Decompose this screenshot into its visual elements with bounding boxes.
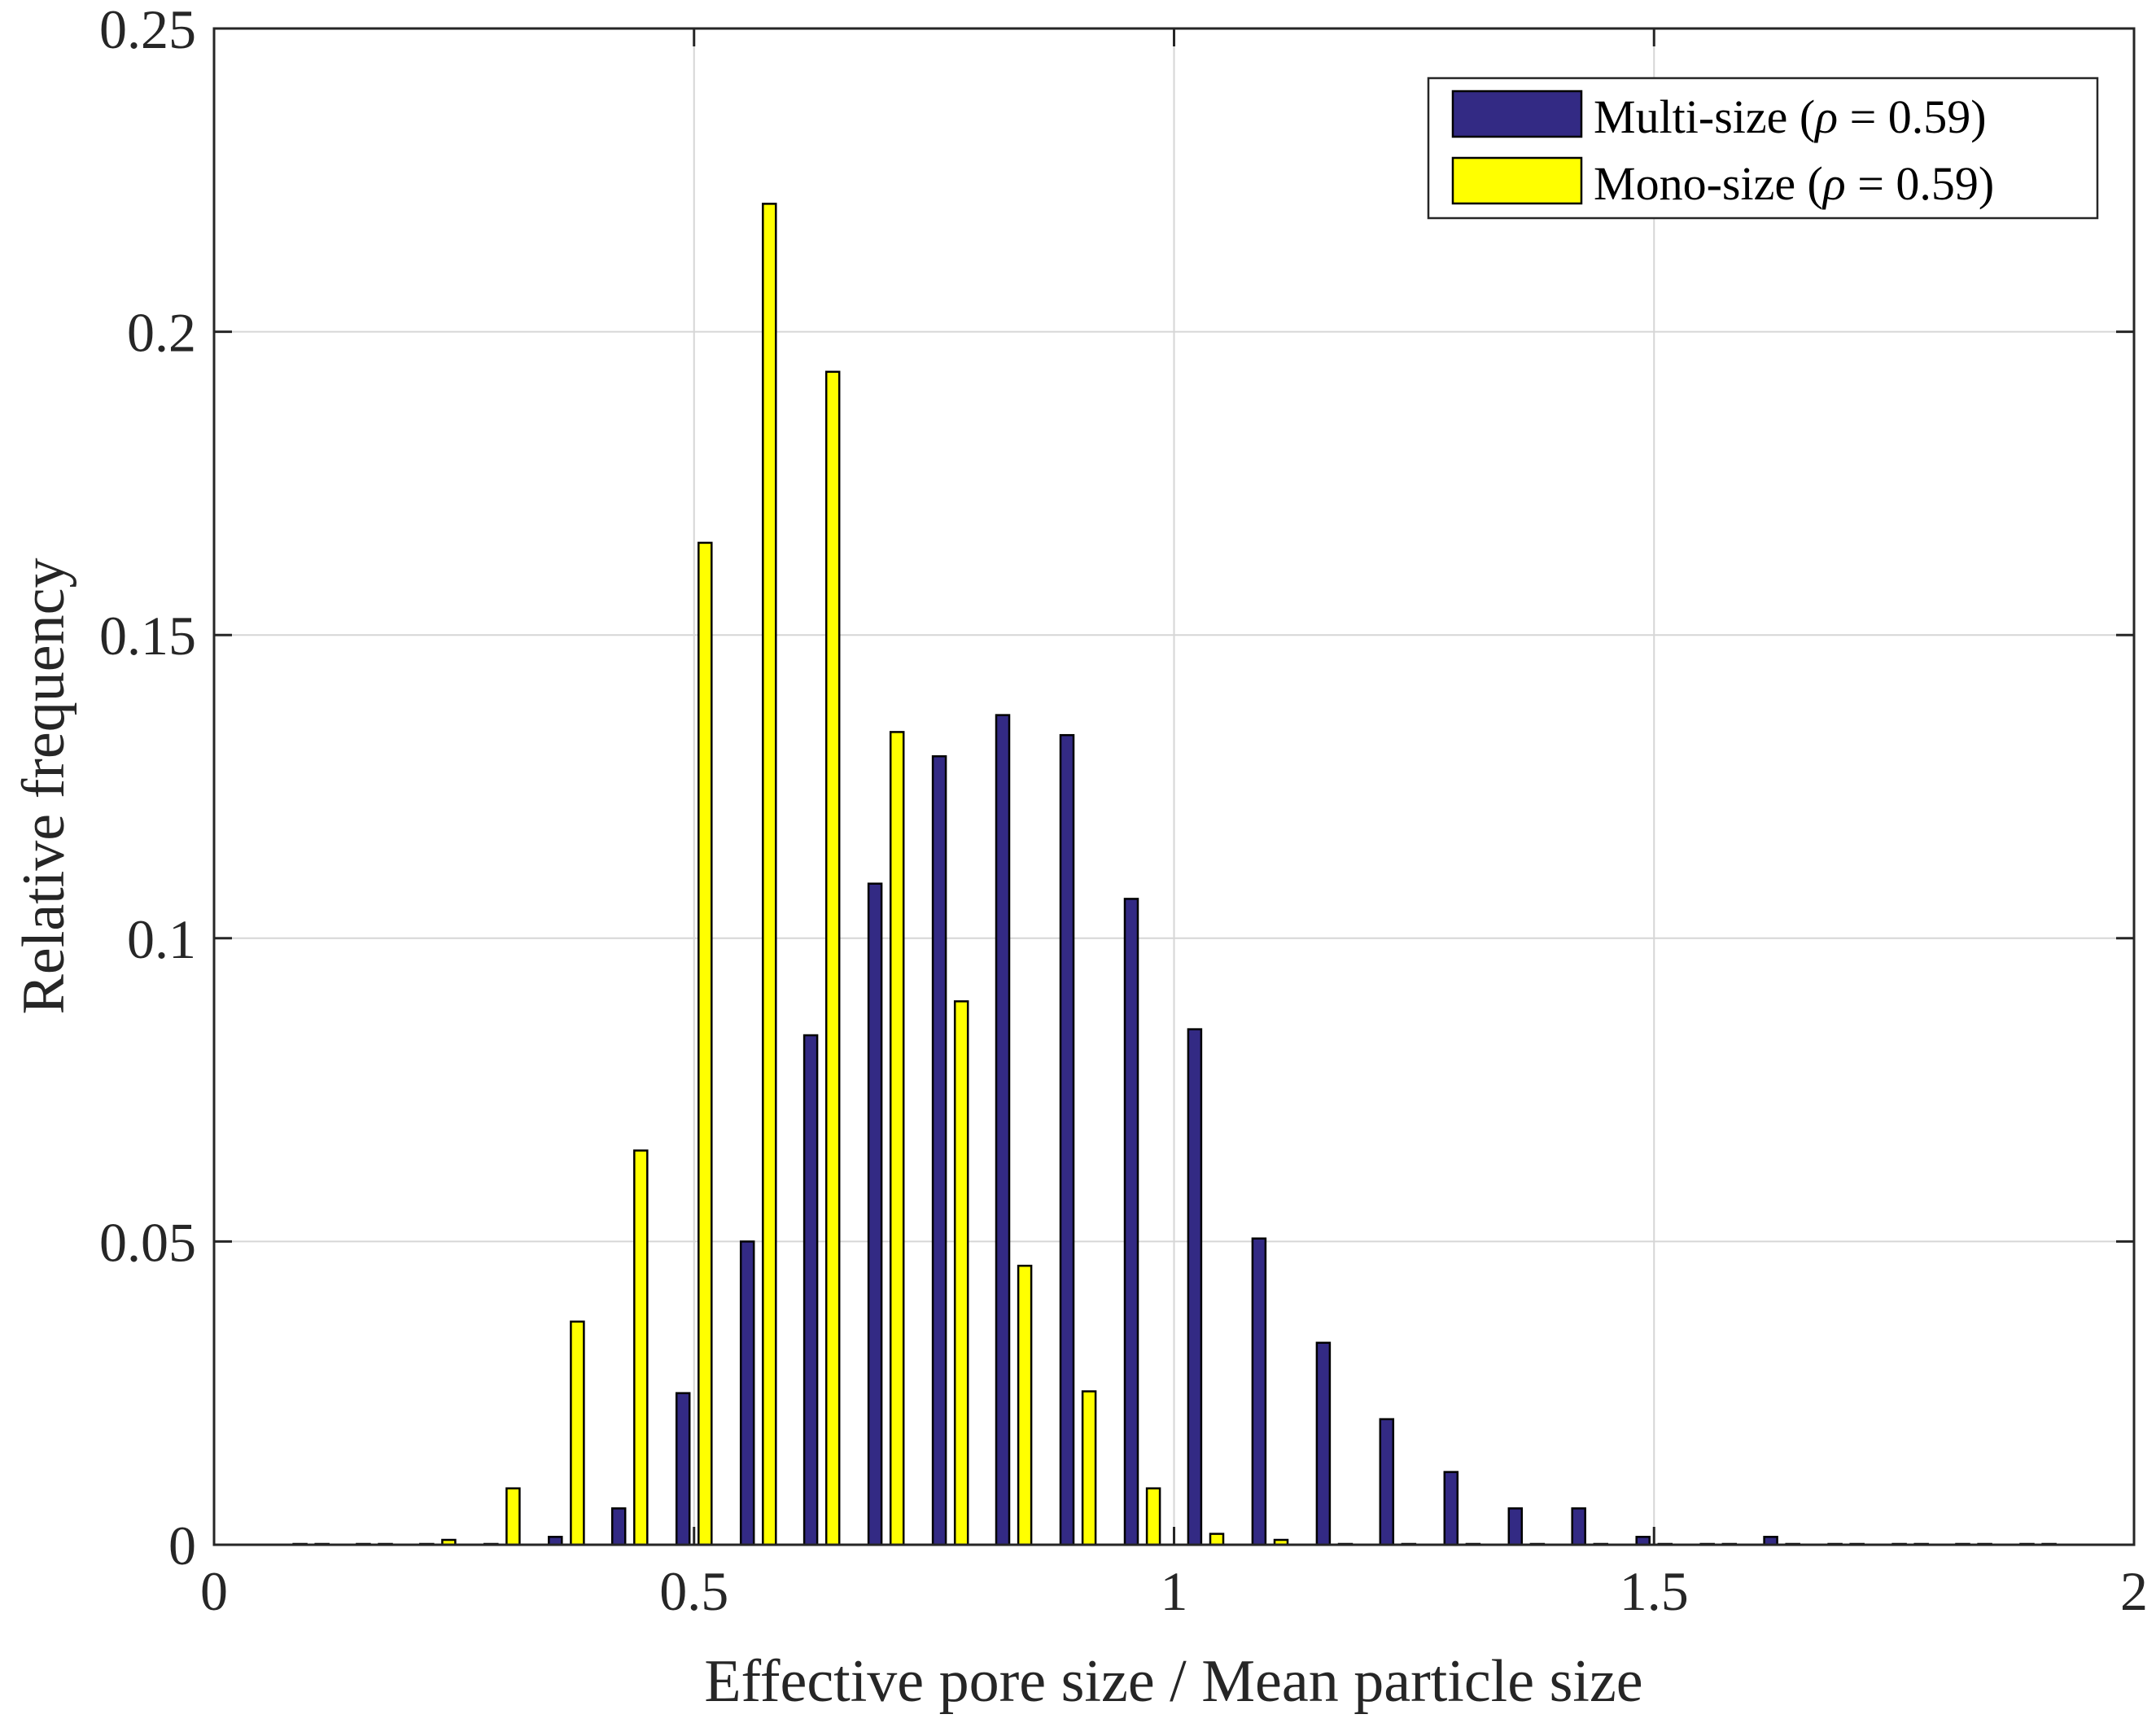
bar-mono-size: [1017, 1264, 1033, 1546]
bar-multi-size: [1571, 1507, 1586, 1546]
legend-label-multi-size: Multi-size (ρ = 0.59): [1594, 90, 1987, 143]
bar-multi-size: [1379, 1418, 1395, 1546]
bar-multi-size: [1507, 1507, 1524, 1546]
bar-multi-size: [1315, 1341, 1332, 1546]
bar-multi-size: [931, 754, 947, 1546]
bar-multi-size: [995, 714, 1011, 1546]
bar-mono-size: [824, 370, 841, 1546]
bar-mono-size: [698, 541, 713, 1546]
ticks-layer: [212, 27, 2136, 1546]
x-tick-labels: 0 0.5 1 1.5 2: [200, 1560, 2148, 1622]
y-tick-label: 0.15: [99, 605, 196, 667]
legend-label-mono-size: Mono-size (ρ = 0.59): [1594, 157, 1994, 210]
bar-mono-size: [1081, 1390, 1097, 1546]
bar-mono-size: [570, 1320, 585, 1546]
x-tick-label: 0: [200, 1560, 228, 1622]
x-tick-label: 2: [2120, 1560, 2148, 1622]
bar-mono-size: [762, 203, 777, 1546]
x-tick-label: 1: [1161, 1560, 1188, 1622]
bar-mono-size: [1209, 1533, 1225, 1546]
y-axis-title: Relative frequency: [11, 558, 77, 1015]
y-tick-label: 0.05: [99, 1211, 196, 1273]
x-tick-label: 0.5: [659, 1560, 728, 1622]
legend-swatch-multi-size: [1451, 90, 1583, 138]
x-tick-label: 1.5: [1620, 1560, 1689, 1622]
y-tick-label: 0.25: [99, 0, 196, 60]
bar-multi-size: [1187, 1028, 1203, 1546]
bar-mono-size: [1145, 1487, 1161, 1546]
bar-multi-size: [610, 1507, 627, 1546]
bar-multi-size: [802, 1034, 819, 1546]
bar-mono-size: [633, 1149, 649, 1546]
y-tick-label: 0.2: [127, 302, 196, 364]
legend: Multi-size (ρ = 0.59) Mono-size (ρ = 0.5…: [1427, 77, 2099, 220]
bar-multi-size: [1059, 733, 1075, 1546]
y-tick-labels: 0 0.05 0.1 0.15 0.2 0.25: [99, 0, 196, 1577]
y-tick-label: 0.1: [127, 908, 196, 970]
x-axis-title: Effective pore size / Mean particle size: [704, 1648, 1642, 1715]
bar-multi-size: [1123, 898, 1139, 1546]
grid-layer: [214, 28, 2134, 1545]
legend-swatch-mono-size: [1451, 156, 1583, 205]
bar-mono-size: [505, 1487, 521, 1546]
bar-multi-size: [1443, 1471, 1459, 1546]
bar-multi-size: [867, 882, 883, 1546]
bar-multi-size: [739, 1240, 755, 1546]
bar-multi-size: [1251, 1237, 1267, 1546]
bar-multi-size: [675, 1392, 691, 1546]
y-tick-label: 0: [168, 1515, 196, 1577]
bar-mono-size: [953, 1000, 969, 1546]
bar-mono-size: [889, 731, 905, 1546]
